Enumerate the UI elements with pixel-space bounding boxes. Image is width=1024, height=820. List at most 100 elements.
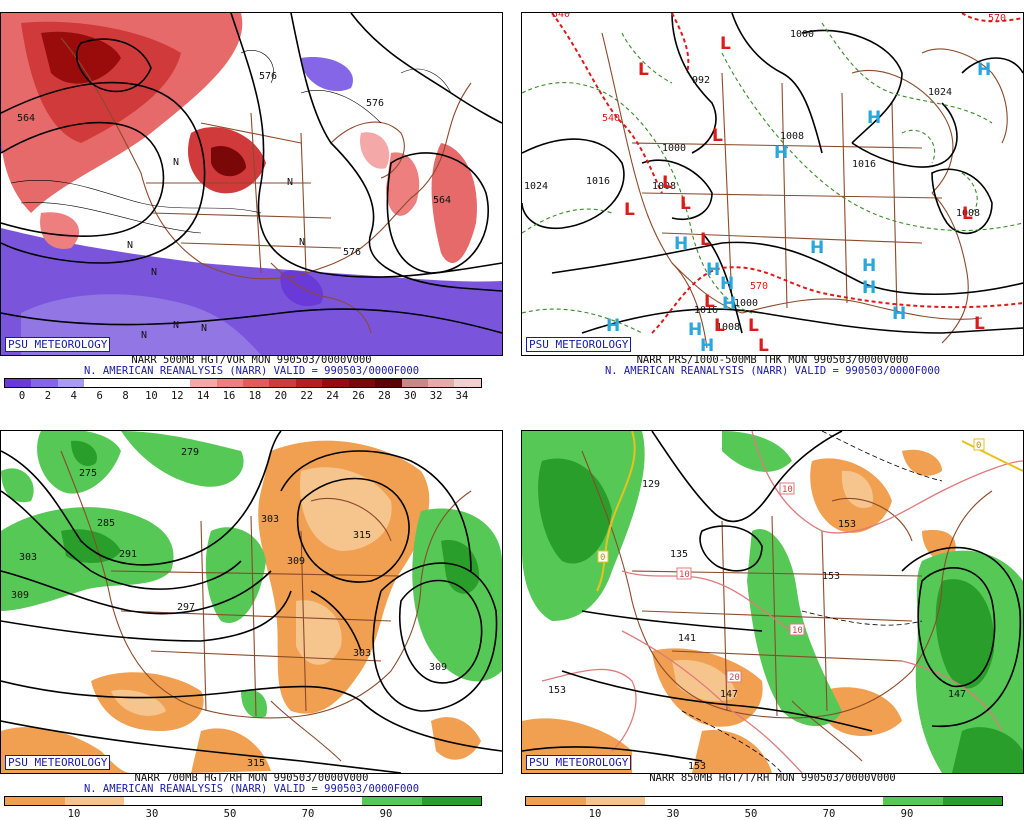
vort-min-label: N	[141, 330, 147, 341]
colorbar-label: 10	[588, 808, 602, 820]
high-center-marker: H	[862, 278, 876, 298]
map-700mb-rh: 279 275 285 291 303 309 297 303 315 309 …	[1, 431, 502, 773]
vort-min-label: N	[287, 177, 293, 188]
colorbar-swatch	[64, 797, 124, 805]
colorbar-label: 10	[145, 390, 158, 402]
low-centers: L L L L L L L L L L L L L	[624, 34, 985, 355]
isobar-label: 1016	[852, 159, 876, 170]
colorbar-label: 90	[379, 808, 393, 820]
low-center-marker: L	[758, 336, 769, 355]
low-center-marker: L	[680, 194, 691, 214]
vort-contours	[10, 50, 452, 234]
colorbar-swatch	[163, 379, 191, 387]
panel-700mb-rh: 279 275 285 291 303 309 297 303 315 309 …	[0, 418, 503, 820]
high-center-marker: H	[720, 274, 734, 294]
isobar-label: 1008	[956, 208, 980, 219]
colorbar-swatch	[585, 797, 645, 805]
height-contours	[1, 13, 502, 334]
contour-labels: 129 135 141 147 153 153 153 147 153	[548, 479, 966, 772]
colorbar-label: 30	[403, 390, 417, 402]
high-center-marker: H	[977, 60, 991, 80]
height-label: 153	[548, 685, 566, 696]
colorbar-label: 20	[274, 390, 288, 402]
height-label: 153	[838, 519, 856, 530]
colorbar-swatch	[302, 797, 362, 805]
contour-labels: 1000 992 1000 1008 1016 1024 1024 1008 1…	[524, 13, 1006, 333]
colorbar-swatch	[110, 379, 138, 387]
vort-min-label: N	[173, 157, 179, 168]
vort-shade-positive	[360, 132, 390, 169]
height-label: 153	[822, 571, 840, 582]
colorbar-label: 0	[18, 390, 26, 402]
colorbar-label: 90	[900, 808, 914, 820]
colorbar-swatch	[348, 379, 376, 387]
colorbar-swatch	[242, 379, 270, 387]
vort-min-label: N	[201, 323, 207, 334]
colorbar-label: 6	[96, 390, 103, 402]
colorbar-swatch	[645, 797, 705, 805]
high-center-marker: H	[892, 304, 906, 324]
panel-850mb-temp-rh: 129 135 141 147 153 153 153 147 153 10 1…	[521, 418, 1024, 820]
thickness-label: 540	[602, 113, 620, 124]
contour-label: 564	[433, 195, 451, 206]
high-center-marker: H	[862, 256, 876, 276]
low-center-marker: L	[662, 173, 673, 193]
colorbar-swatch	[243, 797, 303, 805]
colorbar-label: 18	[248, 390, 262, 402]
psu-badge: PSU METEOROLOGY	[5, 755, 111, 770]
vort-shade-negative	[301, 57, 353, 92]
colorbar-swatch	[942, 797, 1002, 805]
height-contours	[1, 431, 502, 773]
vort-min-label: N	[299, 237, 305, 248]
high-center-marker: H	[810, 238, 824, 258]
low-center-marker: L	[704, 292, 715, 312]
colorbar-label: 34	[455, 390, 469, 402]
low-center-marker: L	[974, 314, 985, 334]
high-center-marker: H	[606, 316, 620, 336]
temp-label: 20	[729, 673, 740, 683]
psu-badge: PSU METEOROLOGY	[526, 337, 632, 352]
height-label: 303	[261, 514, 279, 525]
colorbar	[4, 796, 482, 806]
colorbar-label: 16	[222, 390, 236, 402]
high-center-marker: H	[706, 260, 720, 280]
colorbar-swatch	[183, 797, 243, 805]
colorbar-label: 26	[352, 390, 365, 402]
colorbar-swatch	[295, 379, 323, 387]
isobars	[522, 13, 1023, 334]
height-label: 153	[688, 761, 706, 772]
contour-label: 564	[17, 113, 35, 124]
colorbar-swatch	[454, 379, 481, 387]
colorbar	[4, 378, 482, 388]
map-850mb-temp-rh: 129 135 141 147 153 153 153 147 153 10 1…	[522, 431, 1023, 773]
isobar-label: 992	[692, 75, 710, 86]
colorbar-swatch	[362, 797, 422, 805]
vort-min-label: N	[173, 320, 179, 331]
height-label: 147	[720, 689, 738, 700]
isobar-label: 1016	[694, 305, 718, 316]
high-centers: H H H H H H H H H H H H H H	[606, 60, 991, 355]
colorbar-swatch	[5, 797, 65, 805]
colorbar	[525, 796, 1003, 806]
colorbar-swatch	[526, 797, 586, 805]
contour-label: 576	[259, 71, 277, 82]
height-label: 309	[11, 590, 29, 601]
temp-label: 0	[600, 553, 605, 563]
geography	[60, 37, 472, 334]
contour-labels: 279 275 285 291 303 309 297 303 315 309 …	[11, 447, 447, 769]
low-center-marker: L	[962, 204, 973, 224]
low-center-marker: L	[624, 200, 635, 220]
vort-min-label: N	[151, 267, 157, 278]
vort-shade-positive	[40, 212, 80, 249]
caption-valid: N. AMERICAN REANALYSIS (NARR) VALID = 99…	[83, 783, 420, 795]
contour-label: 576	[366, 98, 384, 109]
colorbar-label: 30	[145, 808, 159, 820]
colorbar-swatch	[375, 379, 402, 387]
vort-shade-positive	[41, 31, 121, 84]
height-label: 279	[181, 447, 199, 458]
contour-label: 576	[343, 247, 361, 258]
caption-title: NARR PRS/1000-500MB THK MON 990503/0000V…	[636, 354, 909, 366]
height-label: 297	[177, 602, 195, 613]
rh-shade-wet	[538, 458, 1023, 773]
vort-min-label: N	[127, 240, 133, 251]
